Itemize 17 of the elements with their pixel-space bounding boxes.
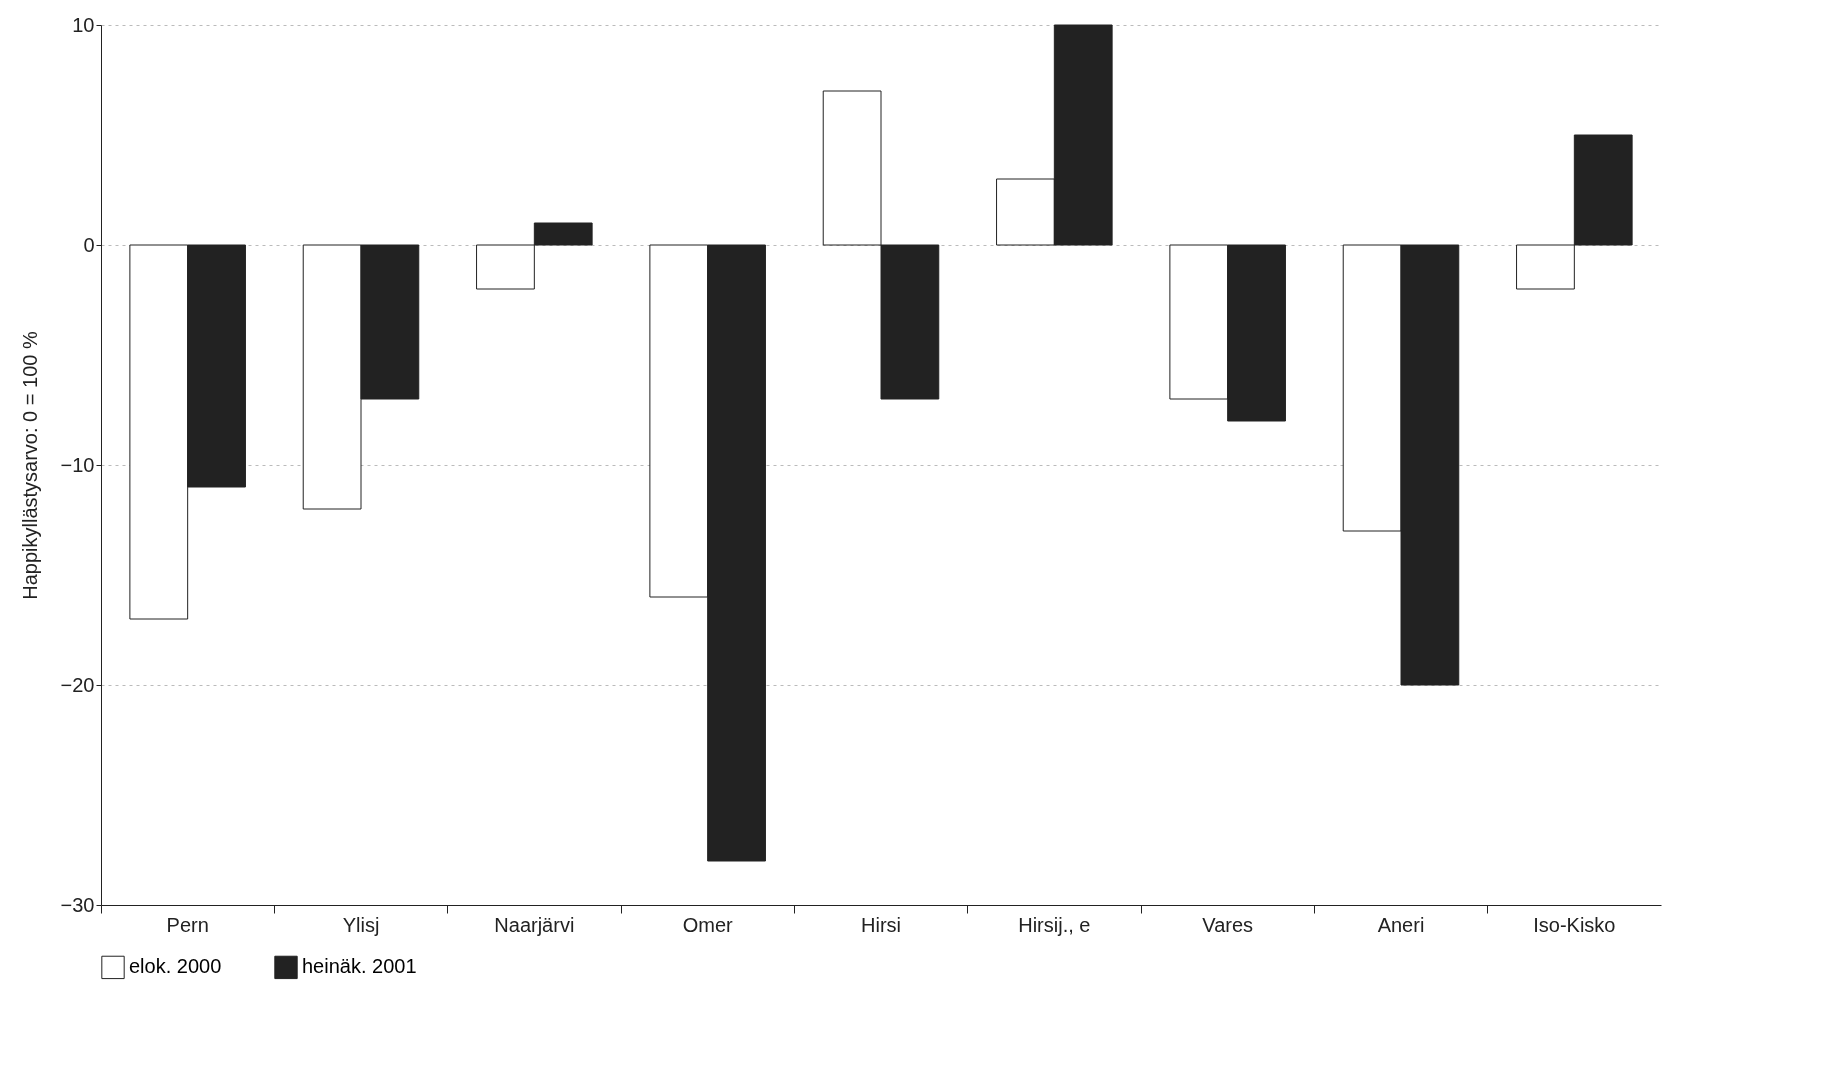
x-tick-label: Ylisj bbox=[342, 913, 380, 936]
x-tick-label: Pern bbox=[166, 913, 209, 936]
x-tick-label: Vares bbox=[1202, 913, 1254, 936]
x-tick-label: Omer bbox=[682, 913, 734, 936]
x-tick-label: Naarjärvi bbox=[494, 913, 575, 936]
x-tick-label: Hirsij., e bbox=[1018, 913, 1091, 936]
legend-label: elok. 2000 bbox=[129, 955, 222, 978]
y-tick-label: −10 bbox=[60, 453, 95, 476]
x-tick-label: Aneri bbox=[1377, 913, 1425, 936]
x-tick-label: Iso-Kisko bbox=[1533, 913, 1616, 936]
legend-label: heinäk. 2001 bbox=[302, 955, 417, 978]
y-tick-label: −20 bbox=[60, 673, 95, 696]
y-axis-title: Happikyllästysarvo: 0 = 100 % bbox=[18, 331, 41, 600]
y-tick-label: 0 bbox=[83, 233, 95, 256]
y-tick-label: −30 bbox=[60, 893, 95, 916]
y-tick-label: 10 bbox=[72, 13, 95, 36]
x-tick-label: Hirsi bbox=[861, 913, 901, 936]
